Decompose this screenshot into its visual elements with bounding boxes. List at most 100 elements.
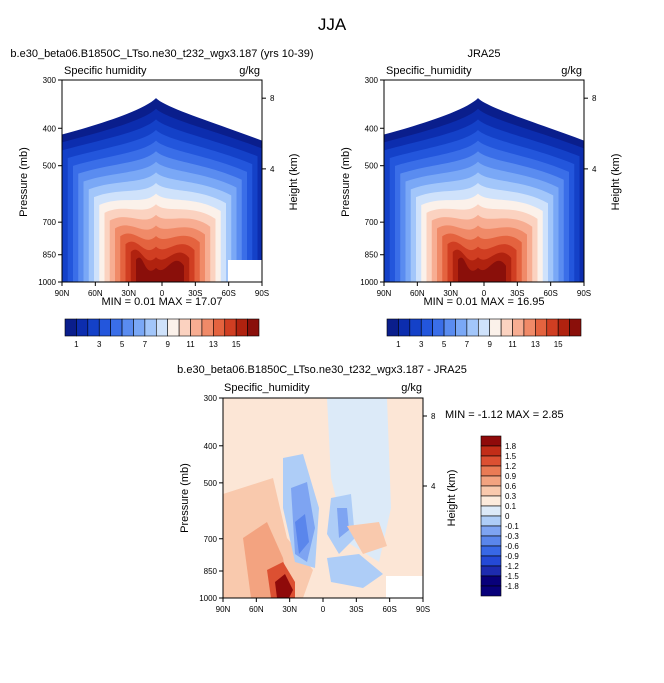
colorbar-cell (500, 318, 513, 337)
x-tick-label: 0 (321, 605, 326, 614)
y-tick-label: 850 (43, 251, 57, 260)
colorbar-label: 1 (396, 340, 401, 349)
panel-diff-y2label: Height (km) (446, 470, 458, 527)
colorbar-label: 0.1 (505, 502, 517, 511)
panel-diff-ylabel: Pressure (mb) (179, 463, 191, 533)
contour-band (337, 508, 349, 538)
colorbar-cell (144, 318, 157, 337)
colorbar-label: 3 (97, 340, 102, 349)
x-tick-label: 0 (160, 289, 165, 298)
y-tick-label: 1000 (38, 278, 56, 287)
x-tick-label: 60S (383, 605, 397, 614)
colorbar-cell (87, 318, 100, 337)
colorbar-label: 7 (143, 340, 148, 349)
x-tick-label: 30S (349, 605, 363, 614)
y2-tick-label: 4 (431, 482, 436, 491)
panel-obs-y2label: Height (km) (610, 154, 622, 211)
y-tick-label: 300 (204, 394, 218, 403)
y-tick-label: 500 (204, 479, 218, 488)
y-tick-label: 850 (365, 251, 379, 260)
colorbar-cell (155, 318, 169, 337)
panel-diff: b.e30_beta06.B1850C_LTso.ne30_t232_wgx3.… (177, 364, 563, 614)
panel-model-left-label: Specific humidity (64, 65, 147, 77)
colorbar-label: 3 (419, 340, 424, 349)
x-tick-label: 90S (577, 289, 591, 298)
colorbar-label: 5 (120, 340, 125, 349)
colorbar-label: 7 (465, 340, 470, 349)
y-tick-label: 1000 (360, 278, 378, 287)
panel-obs-title: JRA25 (467, 48, 500, 60)
x-tick-label: 60S (222, 289, 236, 298)
colorbar-cell (178, 318, 191, 337)
y-tick-label: 400 (204, 442, 218, 451)
y2-tick-label: 4 (592, 165, 597, 174)
colorbar-cell (121, 318, 134, 337)
colorbar-label: -0.1 (505, 522, 519, 531)
y-tick-label: 500 (365, 162, 379, 171)
x-tick-label: 30N (443, 289, 458, 298)
y-tick-label: 850 (204, 567, 218, 576)
colorbar-cell (235, 318, 248, 337)
contour-band (347, 522, 387, 554)
contour-band (136, 257, 184, 282)
colorbar-cell (480, 465, 502, 477)
x-tick-label: 0 (482, 289, 487, 298)
colorbar-label: 1.8 (505, 442, 517, 451)
colorbar-cell (523, 318, 536, 337)
contour-band (295, 514, 309, 554)
colorbar-label: 9 (165, 340, 170, 349)
x-tick-label: 60N (410, 289, 425, 298)
colorbar-cell (480, 575, 502, 587)
y-tick-label: 400 (43, 124, 57, 133)
y2-tick-label: 8 (592, 94, 597, 103)
x-tick-label: 90N (55, 289, 70, 298)
x-tick-label: 30N (282, 605, 297, 614)
colorbar-cell (546, 318, 559, 337)
colorbar-cell (480, 445, 502, 457)
colorbar-label: 15 (232, 340, 241, 349)
panel-obs-left-label: Specific_humidity (386, 65, 472, 77)
colorbar-cell (213, 318, 226, 337)
panel-diff-stats: MIN = -1.12 MAX = 2.85 (445, 409, 564, 421)
panel-model-title: b.e30_beta06.B1850C_LTso.ne30_t232_wgx3.… (10, 48, 313, 60)
x-tick-label: 30N (121, 289, 136, 298)
y-tick-label: 700 (43, 218, 57, 227)
colorbar-cell (480, 565, 502, 577)
panel-model-right-label: g/kg (239, 65, 260, 77)
y-tick-label: 1000 (199, 594, 217, 603)
colorbar-cell (455, 318, 468, 337)
colorbar-cell (110, 318, 123, 337)
y2-tick-label: 8 (431, 412, 436, 421)
figure-title: JJA (318, 15, 347, 34)
y-tick-label: 300 (43, 76, 57, 85)
colorbar-cell (409, 318, 422, 337)
panel-obs-right-label: g/kg (561, 65, 582, 77)
y-tick-label: 700 (365, 218, 379, 227)
colorbar-label: 1.2 (505, 462, 517, 471)
panel-model-contours (62, 98, 262, 283)
colorbar-cell (557, 318, 570, 337)
panel-model-y2label: Height (km) (288, 154, 300, 211)
x-tick-label: 90S (255, 289, 269, 298)
colorbar-cell (569, 318, 582, 337)
x-tick-label: 60N (249, 605, 264, 614)
x-tick-label: 90N (216, 605, 231, 614)
contour-band (327, 554, 383, 588)
panel-obs-ylabel: Pressure (mb) (340, 147, 352, 217)
colorbar-cell (64, 318, 77, 337)
colorbar-cell (432, 318, 445, 337)
colorbar-cell (480, 585, 502, 597)
y-tick-label: 500 (43, 162, 57, 171)
colorbar-label: 0 (505, 512, 510, 521)
colorbar-label: -1.5 (505, 572, 519, 581)
x-tick-label: 90S (416, 605, 430, 614)
contour-band (275, 574, 293, 598)
panel-diff-right-label: g/kg (401, 382, 422, 394)
panel-model: b.e30_beta06.B1850C_LTso.ne30_t232_wgx3.… (10, 48, 313, 349)
panel-obs-stats: MIN = 0.01 MAX = 16.95 (423, 296, 544, 308)
panel-model-mask (228, 260, 262, 282)
panel-model-ylabel: Pressure (mb) (18, 147, 30, 217)
colorbar-cell (224, 318, 237, 337)
colorbar-cell (480, 485, 502, 497)
